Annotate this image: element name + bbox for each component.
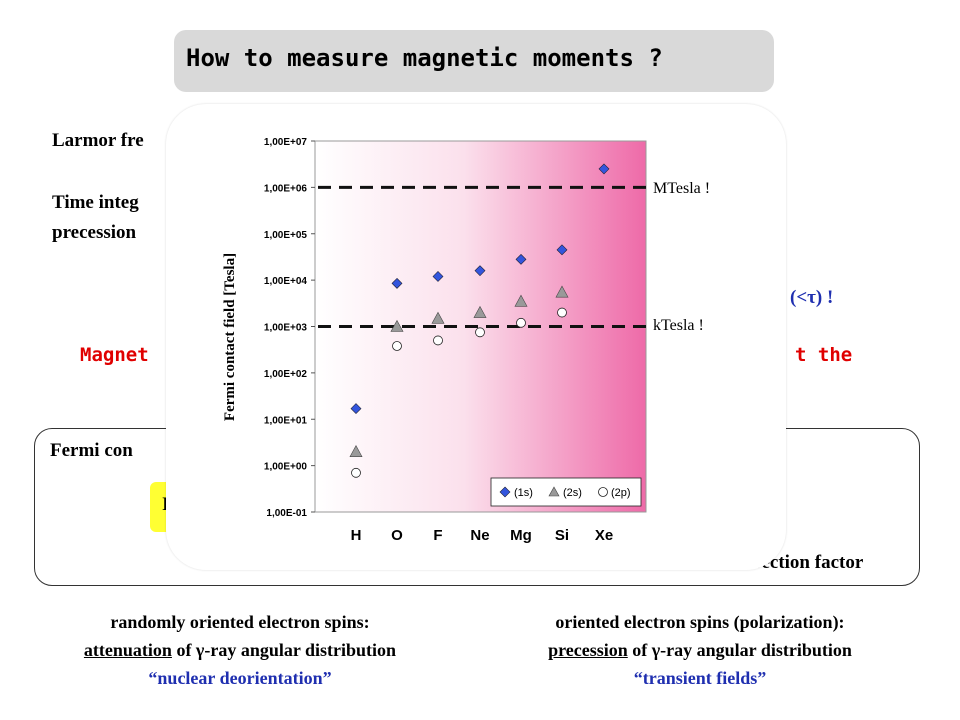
legend-2p-marker: [598, 487, 608, 497]
x-tick-label: H: [351, 527, 362, 544]
data-point-2p: [475, 327, 485, 338]
y-tick-label: 1,00E+02: [264, 369, 308, 380]
bottom-left-line2: attenuation of γ-ray angular distributio…: [10, 640, 470, 661]
fermi-contact-text: Fermi con: [50, 440, 133, 461]
bottom-right-line2-rest: of γ-ray angular distribution: [627, 640, 852, 660]
yellow-formula-text: I: [162, 494, 169, 516]
x-tick-label: F: [433, 527, 442, 544]
at-the-text: t the: [795, 344, 853, 366]
y-tick-label: 1,00E+03: [264, 323, 308, 334]
y-tick-label: 1,00E-01: [266, 508, 307, 519]
data-point-1s: [556, 244, 568, 256]
legend-2s-marker: [548, 486, 560, 497]
y-axis-label: Fermi contact field [Tesla]: [222, 253, 238, 421]
x-tick-label: Mg: [510, 527, 532, 544]
data-point-1s: [432, 271, 444, 282]
legend-1s-marker: [499, 486, 511, 498]
data-point-2p: [392, 341, 402, 351]
x-tick-label: Ne: [470, 527, 489, 544]
data-point-1s: [474, 265, 486, 277]
data-point-2p: [557, 307, 567, 318]
y-tick-label: 1,00E+01: [264, 415, 308, 426]
reference-lines: [318, 185, 646, 328]
data-point-1s: [515, 253, 527, 265]
data-point-2s: [390, 319, 404, 332]
ktesla-label: kTesla !: [653, 317, 704, 334]
x-axis: H O F Ne Mg Si Xe: [351, 527, 614, 544]
larmor-text: Larmor fre: [52, 130, 144, 151]
magnet-text: Magnet: [80, 344, 149, 366]
bottom-left-line2-rest: of γ-ray angular distribution: [171, 640, 397, 660]
legend: (1s) (2s) (2p): [490, 477, 642, 507]
legend-box: [490, 477, 642, 507]
data-point-2s: [514, 294, 528, 307]
legend-2p-label: (2p): [611, 487, 631, 499]
legend-1s-label: (1s): [514, 487, 533, 499]
data-point-2p: [351, 467, 361, 478]
data-point-2p: [433, 335, 443, 346]
x-tick-label: O: [391, 527, 403, 544]
y-tick-label: 1,00E+04: [264, 276, 308, 287]
bottom-right-line1: oriented electron spins (polarization):: [555, 612, 845, 632]
precession-word: precession: [548, 640, 628, 660]
mtesla-label: MTesla !: [653, 180, 710, 197]
data-markers: [349, 163, 610, 478]
y-axis: 1,00E-01 1,00E+00 1,00E+01 1,00E+02 1,00E+03…: [264, 137, 315, 519]
transient-fields-text: “transient fields”: [633, 668, 767, 688]
x-tick-label: Xe: [595, 527, 613, 544]
data-point-1s: [350, 403, 362, 414]
nuclear-deorientation-text: “nuclear deorientation”: [148, 668, 332, 688]
data-point-1s: [391, 277, 403, 289]
data-point-2s: [431, 311, 445, 324]
data-point-2s: [349, 445, 363, 457]
title-box: [174, 30, 774, 92]
tau-text: (<τ) !: [790, 287, 834, 308]
bottom-right-line2: precession of γ-ray angular distribution: [470, 640, 930, 661]
data-point-2p: [516, 317, 526, 328]
y-tick-label: 1,00E+06: [264, 183, 308, 194]
precession-text: precession: [52, 222, 137, 243]
slide-title: How to measure magnetic moments ?: [186, 44, 663, 72]
attenuation-word: attenuation: [83, 640, 172, 660]
data-point-1s: [598, 163, 610, 175]
data-point-2s: [473, 305, 487, 318]
y-tick-label: 1,00E+05: [264, 230, 308, 241]
bottom-left-line1: randomly oriented electron spins:: [110, 612, 370, 632]
data-point-2s: [555, 285, 569, 298]
x-tick-label: Si: [555, 527, 569, 544]
time-integral-text: Time integ: [52, 192, 139, 213]
y-tick-label: 1,00E+00: [264, 462, 308, 473]
y-tick-label: 1,00E+07: [264, 137, 308, 148]
legend-2s-label: (2s): [563, 487, 582, 499]
